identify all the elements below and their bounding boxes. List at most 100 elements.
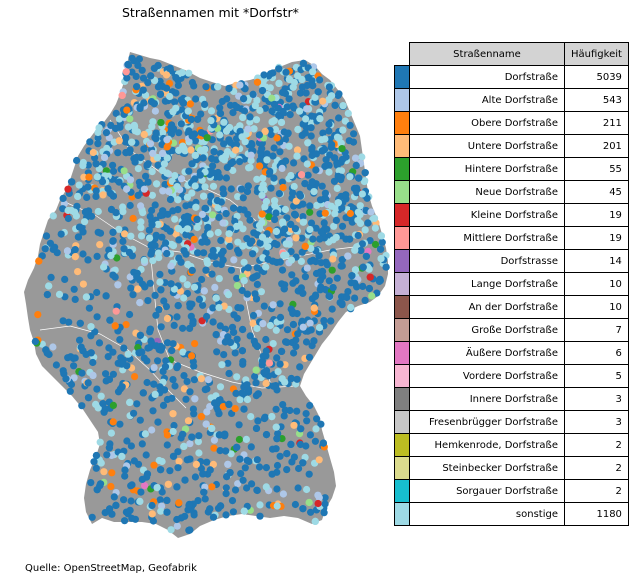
street-point [278, 375, 286, 383]
street-point [84, 379, 92, 387]
street-point [233, 282, 241, 290]
street-point [305, 498, 313, 507]
street-point [217, 502, 225, 510]
street-point [226, 124, 234, 132]
street-point [247, 151, 255, 159]
street-point [244, 264, 252, 272]
street-point [341, 117, 349, 125]
street-point [126, 115, 134, 123]
street-point [179, 275, 187, 283]
street-point [234, 193, 242, 201]
street-point [154, 418, 162, 426]
street-point [188, 266, 196, 274]
street-point [123, 437, 131, 445]
header-street-name: Straßenname [409, 42, 565, 66]
street-point [157, 507, 165, 515]
street-point [242, 435, 250, 443]
street-point [55, 290, 64, 298]
street-point [135, 55, 143, 63]
street-point [174, 302, 182, 310]
street-point [233, 222, 241, 230]
street-point [193, 215, 201, 223]
street-point [143, 378, 151, 387]
street-point [327, 317, 335, 325]
street-point [274, 368, 282, 376]
street-point [201, 100, 209, 108]
street-point [246, 163, 254, 171]
street-point [288, 271, 296, 279]
street-point [57, 230, 65, 238]
street-point [148, 191, 156, 199]
street-point [123, 106, 131, 114]
street-point [243, 395, 252, 404]
street-point [149, 257, 157, 265]
street-point [145, 226, 153, 234]
street-point [301, 453, 309, 461]
street-point [149, 407, 157, 415]
street-point [49, 343, 57, 351]
street-point [163, 496, 171, 504]
street-point [208, 424, 216, 432]
frequency-cell: 5039 [564, 65, 629, 89]
street-point [175, 129, 183, 137]
street-point [61, 293, 69, 301]
street-point [45, 282, 53, 290]
street-point [362, 252, 370, 260]
street-point [209, 162, 217, 170]
street-point [310, 304, 318, 312]
street-point [161, 363, 170, 371]
street-point [309, 68, 317, 76]
street-point [262, 379, 270, 388]
table-row: Dorfstrasse 14 [394, 249, 629, 273]
street-point [163, 441, 171, 449]
street-point [254, 417, 262, 425]
street-point [171, 172, 179, 180]
street-point [166, 467, 174, 475]
street-point [330, 222, 338, 230]
street-point [159, 401, 168, 409]
street-point [283, 326, 292, 334]
street-point [338, 222, 347, 230]
street-point [167, 280, 175, 288]
street-point [200, 192, 208, 200]
street-point [255, 463, 264, 471]
street-point [136, 416, 144, 424]
street-name-cell: Große Dorfstraße [409, 318, 565, 342]
street-point [239, 194, 247, 202]
street-point [252, 379, 260, 387]
street-point [262, 198, 270, 206]
street-name-cell: Steinbecker Dorfstraße [409, 456, 565, 480]
street-point [173, 364, 181, 372]
street-point [232, 146, 240, 154]
street-point [239, 358, 247, 366]
street-point [187, 312, 195, 320]
street-point [218, 361, 226, 369]
street-point [141, 283, 149, 291]
street-point [312, 150, 320, 158]
street-point [70, 285, 78, 293]
street-point [283, 466, 291, 474]
street-point [257, 288, 265, 296]
street-point [251, 102, 259, 110]
street-point [104, 353, 112, 361]
street-point [314, 88, 322, 96]
street-point [73, 202, 81, 210]
street-point [240, 277, 248, 285]
street-point [177, 258, 185, 266]
color-swatch [394, 65, 410, 89]
street-point [240, 95, 248, 103]
street-point [71, 295, 79, 303]
color-swatch [394, 134, 410, 158]
street-point [287, 220, 295, 228]
street-point [321, 494, 329, 502]
street-point [325, 292, 333, 300]
street-point [236, 81, 244, 89]
color-swatch [394, 456, 410, 480]
street-point [269, 152, 277, 160]
street-point [209, 169, 217, 177]
street-point [289, 83, 297, 91]
street-point [237, 304, 245, 312]
street-point [292, 336, 300, 344]
street-point [71, 253, 79, 261]
street-point [137, 232, 146, 240]
